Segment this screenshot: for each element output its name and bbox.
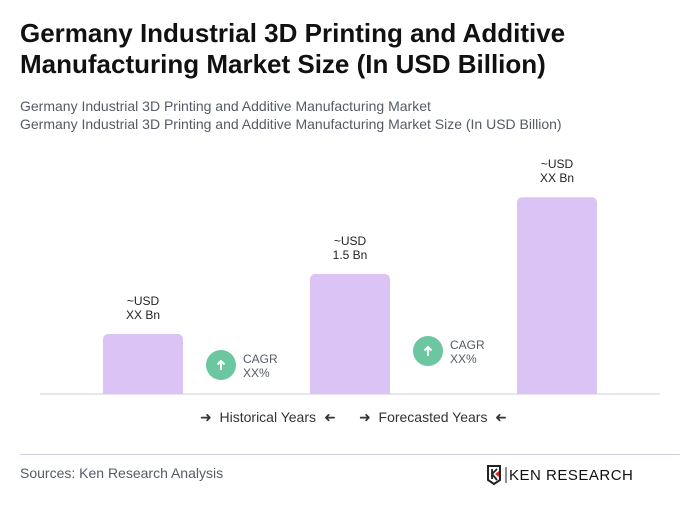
subtitle-2: Germany Industrial 3D Printing and Addit…: [20, 116, 562, 132]
divider: [20, 454, 680, 455]
cagr-label: CAGR: [243, 352, 278, 366]
cagr-label: CAGR: [450, 338, 485, 352]
arrow-up-icon: [216, 359, 226, 370]
data-label: XX Bn: [540, 171, 574, 185]
data-label: ~USD: [127, 294, 160, 308]
legend-forecast: ➜ Forecasted Years ➜: [359, 409, 507, 425]
cagr-value: XX%: [450, 352, 477, 366]
data-label: ~USD: [334, 234, 367, 248]
data-label: XX Bn: [126, 308, 160, 322]
svg-text:KEN RESEARCH: KEN RESEARCH: [509, 467, 633, 484]
source-note: Sources: Ken Research Analysis: [20, 465, 224, 481]
data-label: 1.5 Bn: [333, 248, 368, 262]
legend-historical: ➜ Historical Years ➜: [200, 409, 336, 425]
subtitle: Germany Industrial 3D Printing and Addit…: [20, 98, 431, 114]
bar: [103, 334, 183, 394]
bar: [310, 274, 390, 394]
data-label: ~USD: [541, 157, 574, 171]
page-title: Germany Industrial 3D Printing and Addit…: [20, 18, 566, 79]
bar-base: [103, 388, 183, 394]
ken-research-logo: KEN RESEARCH: [486, 464, 656, 491]
bar-base: [517, 388, 597, 394]
bar: [517, 197, 597, 394]
legend-historical-label: Historical Years: [219, 409, 317, 425]
legend-forecast-label: Forecasted Years: [378, 409, 488, 425]
arrow-up-icon: [423, 345, 433, 356]
cagr-value: XX%: [243, 366, 270, 380]
bar-base: [310, 388, 390, 394]
